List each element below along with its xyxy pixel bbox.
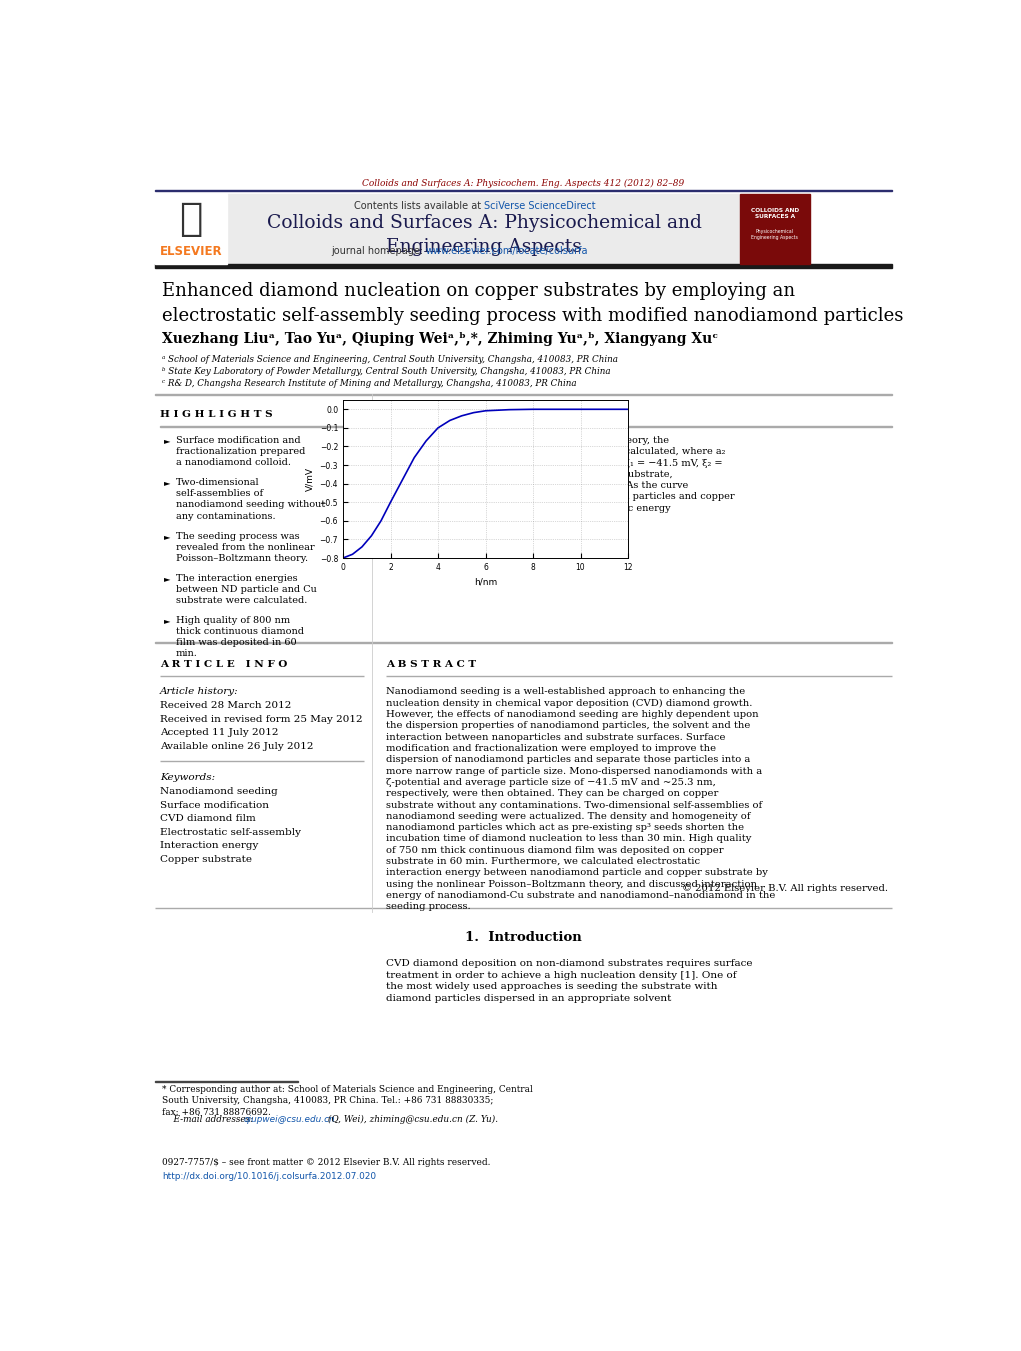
- Text: G R A P H I C A L   A B S T R A C T: G R A P H I C A L A B S T R A C T: [386, 411, 587, 419]
- Text: Interaction energy: Interaction energy: [160, 842, 258, 850]
- Text: The interaction energies
between ND particle and Cu
substrate were calculated.: The interaction energies between ND part…: [176, 574, 317, 605]
- Text: The seeding process was
revealed from the nonlinear
Poisson–Boltzmann theory.: The seeding process was revealed from th…: [176, 532, 314, 563]
- Text: Two-dimensional
self-assemblies of
nanodiamond seeding without
any contamination: Two-dimensional self-assemblies of nanod…: [176, 478, 325, 520]
- Text: Received 28 March 2012: Received 28 March 2012: [160, 701, 292, 711]
- Text: Surface modification: Surface modification: [160, 801, 270, 809]
- Text: CVD diamond film: CVD diamond film: [160, 815, 256, 823]
- Text: ►: ►: [164, 436, 171, 446]
- Text: Contents lists available at: Contents lists available at: [354, 201, 484, 211]
- Text: Accepted 11 July 2012: Accepted 11 July 2012: [160, 728, 279, 738]
- X-axis label: h/nm: h/nm: [474, 577, 497, 586]
- Y-axis label: V/mV: V/mV: [305, 467, 314, 490]
- Text: Physicochemical
Engineering Aspects: Physicochemical Engineering Aspects: [751, 230, 798, 240]
- Text: journal homepage:: journal homepage:: [331, 246, 426, 257]
- Text: Received in revised form 25 May 2012: Received in revised form 25 May 2012: [160, 715, 362, 724]
- Text: Colloids and Surfaces A: Physicochemical and
Engineering Aspects: Colloids and Surfaces A: Physicochemical…: [266, 215, 701, 257]
- Bar: [229, 195, 740, 263]
- Text: (Q, Wei), zhiming@csu.edu.cn (Z. Yu).: (Q, Wei), zhiming@csu.edu.cn (Z. Yu).: [326, 1115, 498, 1124]
- Text: ᵇ State Key Laboratory of Powder Metallurgy, Central South University, Changsha,: ᵇ State Key Laboratory of Powder Metallu…: [162, 367, 612, 376]
- Text: ᵃ School of Materials Science and Engineering, Central South University, Changsh: ᵃ School of Materials Science and Engine…: [162, 354, 619, 363]
- Bar: [155, 263, 891, 267]
- Text: Nanodiamond seeding: Nanodiamond seeding: [160, 788, 278, 796]
- Text: ►: ►: [164, 616, 171, 626]
- Bar: [155, 190, 891, 192]
- Text: Surface modification and
fractionalization prepared
a nanodiamond colloid.: Surface modification and fractionalizati…: [176, 436, 305, 467]
- Text: 0927-7757/$ – see front matter © 2012 Elsevier B.V. All rights reserved.: 0927-7757/$ – see front matter © 2012 El…: [162, 1158, 491, 1167]
- Text: www.elsevier.com/locate/colsurfa: www.elsevier.com/locate/colsurfa: [426, 246, 588, 257]
- Text: Electrostatic self-assembly: Electrostatic self-assembly: [160, 828, 301, 836]
- Text: http://dx.doi.org/10.1016/j.colsurfa.2012.07.020: http://dx.doi.org/10.1016/j.colsurfa.201…: [162, 1171, 377, 1181]
- Text: ►: ►: [164, 574, 171, 584]
- Text: ►: ►: [164, 478, 171, 488]
- Text: By adopting the nonlinear Poisson–Boltzmann theory, the
electrostatic energy in : By adopting the nonlinear Poisson–Boltzm…: [386, 436, 734, 524]
- Text: 1.  Introduction: 1. Introduction: [465, 931, 582, 944]
- Bar: [740, 195, 810, 263]
- Text: qiupwei@csu.edu.cn: qiupwei@csu.edu.cn: [244, 1115, 336, 1124]
- Text: Copper substrate: Copper substrate: [160, 855, 252, 863]
- Text: Keywords:: Keywords:: [160, 774, 215, 782]
- Text: ELSEVIER: ELSEVIER: [159, 245, 223, 258]
- Text: H I G H L I G H T S: H I G H L I G H T S: [160, 411, 273, 419]
- Text: ►: ►: [164, 532, 171, 540]
- Text: Article history:: Article history:: [160, 688, 239, 696]
- Text: * Corresponding author at: School of Materials Science and Engineering, Central
: * Corresponding author at: School of Mat…: [162, 1085, 533, 1116]
- Text: Xuezhang Liuᵃ, Tao Yuᵃ, Qiuping Weiᵃ,ᵇ,*, Zhiming Yuᵃ,ᵇ, Xiangyang Xuᶜ: Xuezhang Liuᵃ, Tao Yuᵃ, Qiuping Weiᵃ,ᵇ,*…: [162, 331, 719, 346]
- Text: A R T I C L E   I N F O: A R T I C L E I N F O: [160, 659, 288, 669]
- Text: A B S T R A C T: A B S T R A C T: [386, 659, 476, 669]
- Text: ᶜ R& D, Changsha Research Institute of Mining and Metallurgy, Changsha, 410083, : ᶜ R& D, Changsha Research Institute of M…: [162, 380, 577, 388]
- Text: Colloids and Surfaces A: Physicochem. Eng. Aspects 412 (2012) 82–89: Colloids and Surfaces A: Physicochem. En…: [362, 180, 684, 188]
- Text: © 2012 Elsevier B.V. All rights reserved.: © 2012 Elsevier B.V. All rights reserved…: [682, 884, 888, 893]
- Text: ⻜: ⻜: [179, 200, 202, 238]
- Text: COLLOIDS AND
SURFACES A: COLLOIDS AND SURFACES A: [750, 208, 798, 219]
- Text: E-mail addresses:: E-mail addresses:: [162, 1115, 256, 1124]
- Text: Available online 26 July 2012: Available online 26 July 2012: [160, 742, 313, 751]
- Text: CVD diamond deposition on non-diamond substrates requires surface
treatment in o: CVD diamond deposition on non-diamond su…: [386, 959, 752, 1002]
- Bar: [155, 195, 227, 263]
- Text: SciVerse ScienceDirect: SciVerse ScienceDirect: [484, 201, 595, 211]
- Text: Nanodiamond seeding is a well-established approach to enhancing the
nucleation d: Nanodiamond seeding is a well-establishe…: [386, 688, 775, 912]
- Text: Enhanced diamond nucleation on copper substrates by employing an
electrostatic s: Enhanced diamond nucleation on copper su…: [162, 282, 904, 326]
- Text: High quality of 800 nm
thick continuous diamond
film was deposited in 60
min.: High quality of 800 nm thick continuous …: [176, 616, 303, 658]
